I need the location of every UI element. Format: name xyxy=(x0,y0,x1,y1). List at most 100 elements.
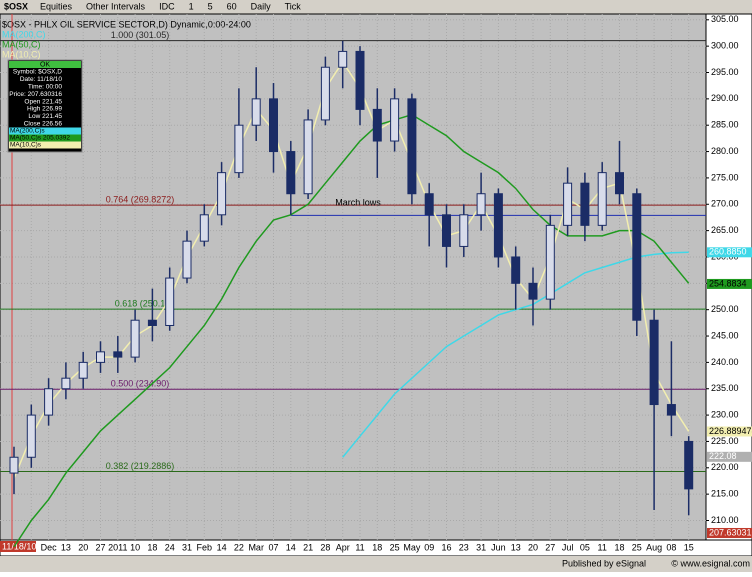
data-window-row: Symbol: $OSX,D xyxy=(13,69,62,76)
toolbar-item[interactable]: 5 xyxy=(208,1,213,11)
candle-body xyxy=(269,98,278,153)
y-tick-label: 225.00 xyxy=(711,436,739,446)
candle-body xyxy=(199,214,209,242)
candle-body xyxy=(320,66,330,121)
data-window-study-bg xyxy=(9,134,81,142)
x-tick-label: Mar xyxy=(248,542,264,552)
candle-body xyxy=(130,319,140,358)
x-tick-label: 22 xyxy=(234,542,244,552)
y-tick-label: 275.00 xyxy=(711,172,739,182)
level-label: 1.000 (301.05) xyxy=(111,30,170,40)
candle-body xyxy=(61,377,71,390)
x-tick-label: Aug xyxy=(646,542,662,552)
data-window-row: Time: 00:00 xyxy=(28,84,62,91)
toolbar-item[interactable]: 1 xyxy=(189,1,194,11)
data-window-row: Close 226.56 xyxy=(24,121,63,128)
y-tick-label: 265.00 xyxy=(711,225,739,235)
footer-copyright: © www.esignal.com xyxy=(671,558,750,568)
annotation-label: March lows xyxy=(335,198,381,208)
y-tick-label: 270.00 xyxy=(711,199,739,209)
toolbar-item[interactable]: IDC xyxy=(159,1,175,11)
x-tick-label: 09 xyxy=(424,542,434,552)
candle-body xyxy=(597,172,607,226)
candle-body xyxy=(459,214,469,247)
start-label-box xyxy=(0,541,36,552)
x-tick-label: 20 xyxy=(528,542,538,552)
x-tick-label: 14 xyxy=(217,542,227,552)
y-tick-label: 230.00 xyxy=(711,409,739,419)
y-tick-label: 305.00 xyxy=(711,14,739,24)
ma-line xyxy=(13,113,690,548)
x-tick-label: 24 xyxy=(165,542,175,552)
toolbar-item[interactable]: Equities xyxy=(40,1,73,11)
candle-body xyxy=(528,282,538,300)
chart-title: $OSX - PHLX OIL SERVICE SECTOR,D) Dynami… xyxy=(2,19,251,29)
x-tick-label: Jun xyxy=(491,542,506,552)
x-tick-label: 18 xyxy=(372,542,382,552)
candle-body xyxy=(442,214,451,247)
level-label: 0.382 (219.2886) xyxy=(106,461,175,471)
level-label: 0.500 (234.90) xyxy=(111,379,170,389)
y-tick-label: 240.00 xyxy=(711,357,739,367)
x-tick-label: Dec xyxy=(41,542,58,552)
candle-body xyxy=(9,456,19,474)
y-tick-label: 250.00 xyxy=(711,304,739,314)
x-tick-label: 31 xyxy=(476,542,486,552)
candle-body xyxy=(44,388,54,416)
candle-body xyxy=(372,108,382,142)
y-tick-label: 290.00 xyxy=(711,93,739,103)
x-tick-label: 27 xyxy=(95,542,105,552)
candle-body xyxy=(615,172,624,195)
axis-value-box xyxy=(707,451,752,462)
legend-entry: MA(50,C) xyxy=(2,39,41,49)
x-tick-label: 18 xyxy=(614,542,624,552)
candle-body xyxy=(493,193,503,258)
y-tick-label: 210.00 xyxy=(711,515,739,525)
candle-body xyxy=(78,361,88,379)
footer-published: Published by eSignal xyxy=(562,558,646,568)
ma-line xyxy=(13,60,690,479)
y-tick-label: 220.00 xyxy=(711,462,739,472)
candle-body xyxy=(666,404,676,416)
x-tick-label: Apr xyxy=(336,542,350,552)
candle-body xyxy=(147,319,157,326)
candle-body xyxy=(251,98,261,126)
data-window-row: High 226.99 xyxy=(27,106,62,113)
x-tick-label: 05 xyxy=(580,542,590,552)
y-tick-label: 215.00 xyxy=(711,489,739,499)
x-tick-label: 23 xyxy=(459,542,469,552)
level-label: 0.764 (269.8272) xyxy=(106,195,175,205)
toolbar-item[interactable]: Other Intervals xyxy=(86,1,146,11)
candle-body xyxy=(338,50,348,68)
candle-body xyxy=(684,440,694,490)
legend-entry: MA(10,C) xyxy=(2,49,41,59)
x-tick-label: May xyxy=(403,542,421,552)
axis-value-label: 254.8834 xyxy=(709,278,747,288)
data-window-study-bg xyxy=(9,141,81,149)
data-window-header: OK xyxy=(40,61,50,68)
x-tick-label: 11 xyxy=(598,542,607,552)
x-tick-label: 08 xyxy=(666,542,676,552)
axis-value-box xyxy=(707,278,752,289)
x-tick-label: 13 xyxy=(511,542,521,552)
candle-body xyxy=(355,50,365,110)
x-tick-label: 16 xyxy=(441,542,451,552)
candle-body xyxy=(303,119,313,195)
data-window-row: Low 221.45 xyxy=(28,113,62,120)
data-window-row: Date: 11/18/10 xyxy=(20,76,63,83)
axis-value-label: 260.8850 xyxy=(709,247,747,257)
axis-value-label: 222.08 xyxy=(709,451,737,461)
x-tick-label: 28 xyxy=(320,542,330,552)
data-window-study: MA(200,C)s xyxy=(10,128,45,135)
candle-body xyxy=(182,240,192,279)
x-tick-label: Jul xyxy=(562,542,574,552)
toolbar-item[interactable]: 60 xyxy=(227,1,237,11)
candle-body xyxy=(632,193,642,321)
data-window-header-bg xyxy=(9,61,81,68)
candle-body xyxy=(424,193,434,216)
candle-body xyxy=(286,151,296,195)
toolbar-item[interactable]: Daily xyxy=(251,1,272,11)
toolbar-item[interactable]: Tick xyxy=(285,1,302,11)
